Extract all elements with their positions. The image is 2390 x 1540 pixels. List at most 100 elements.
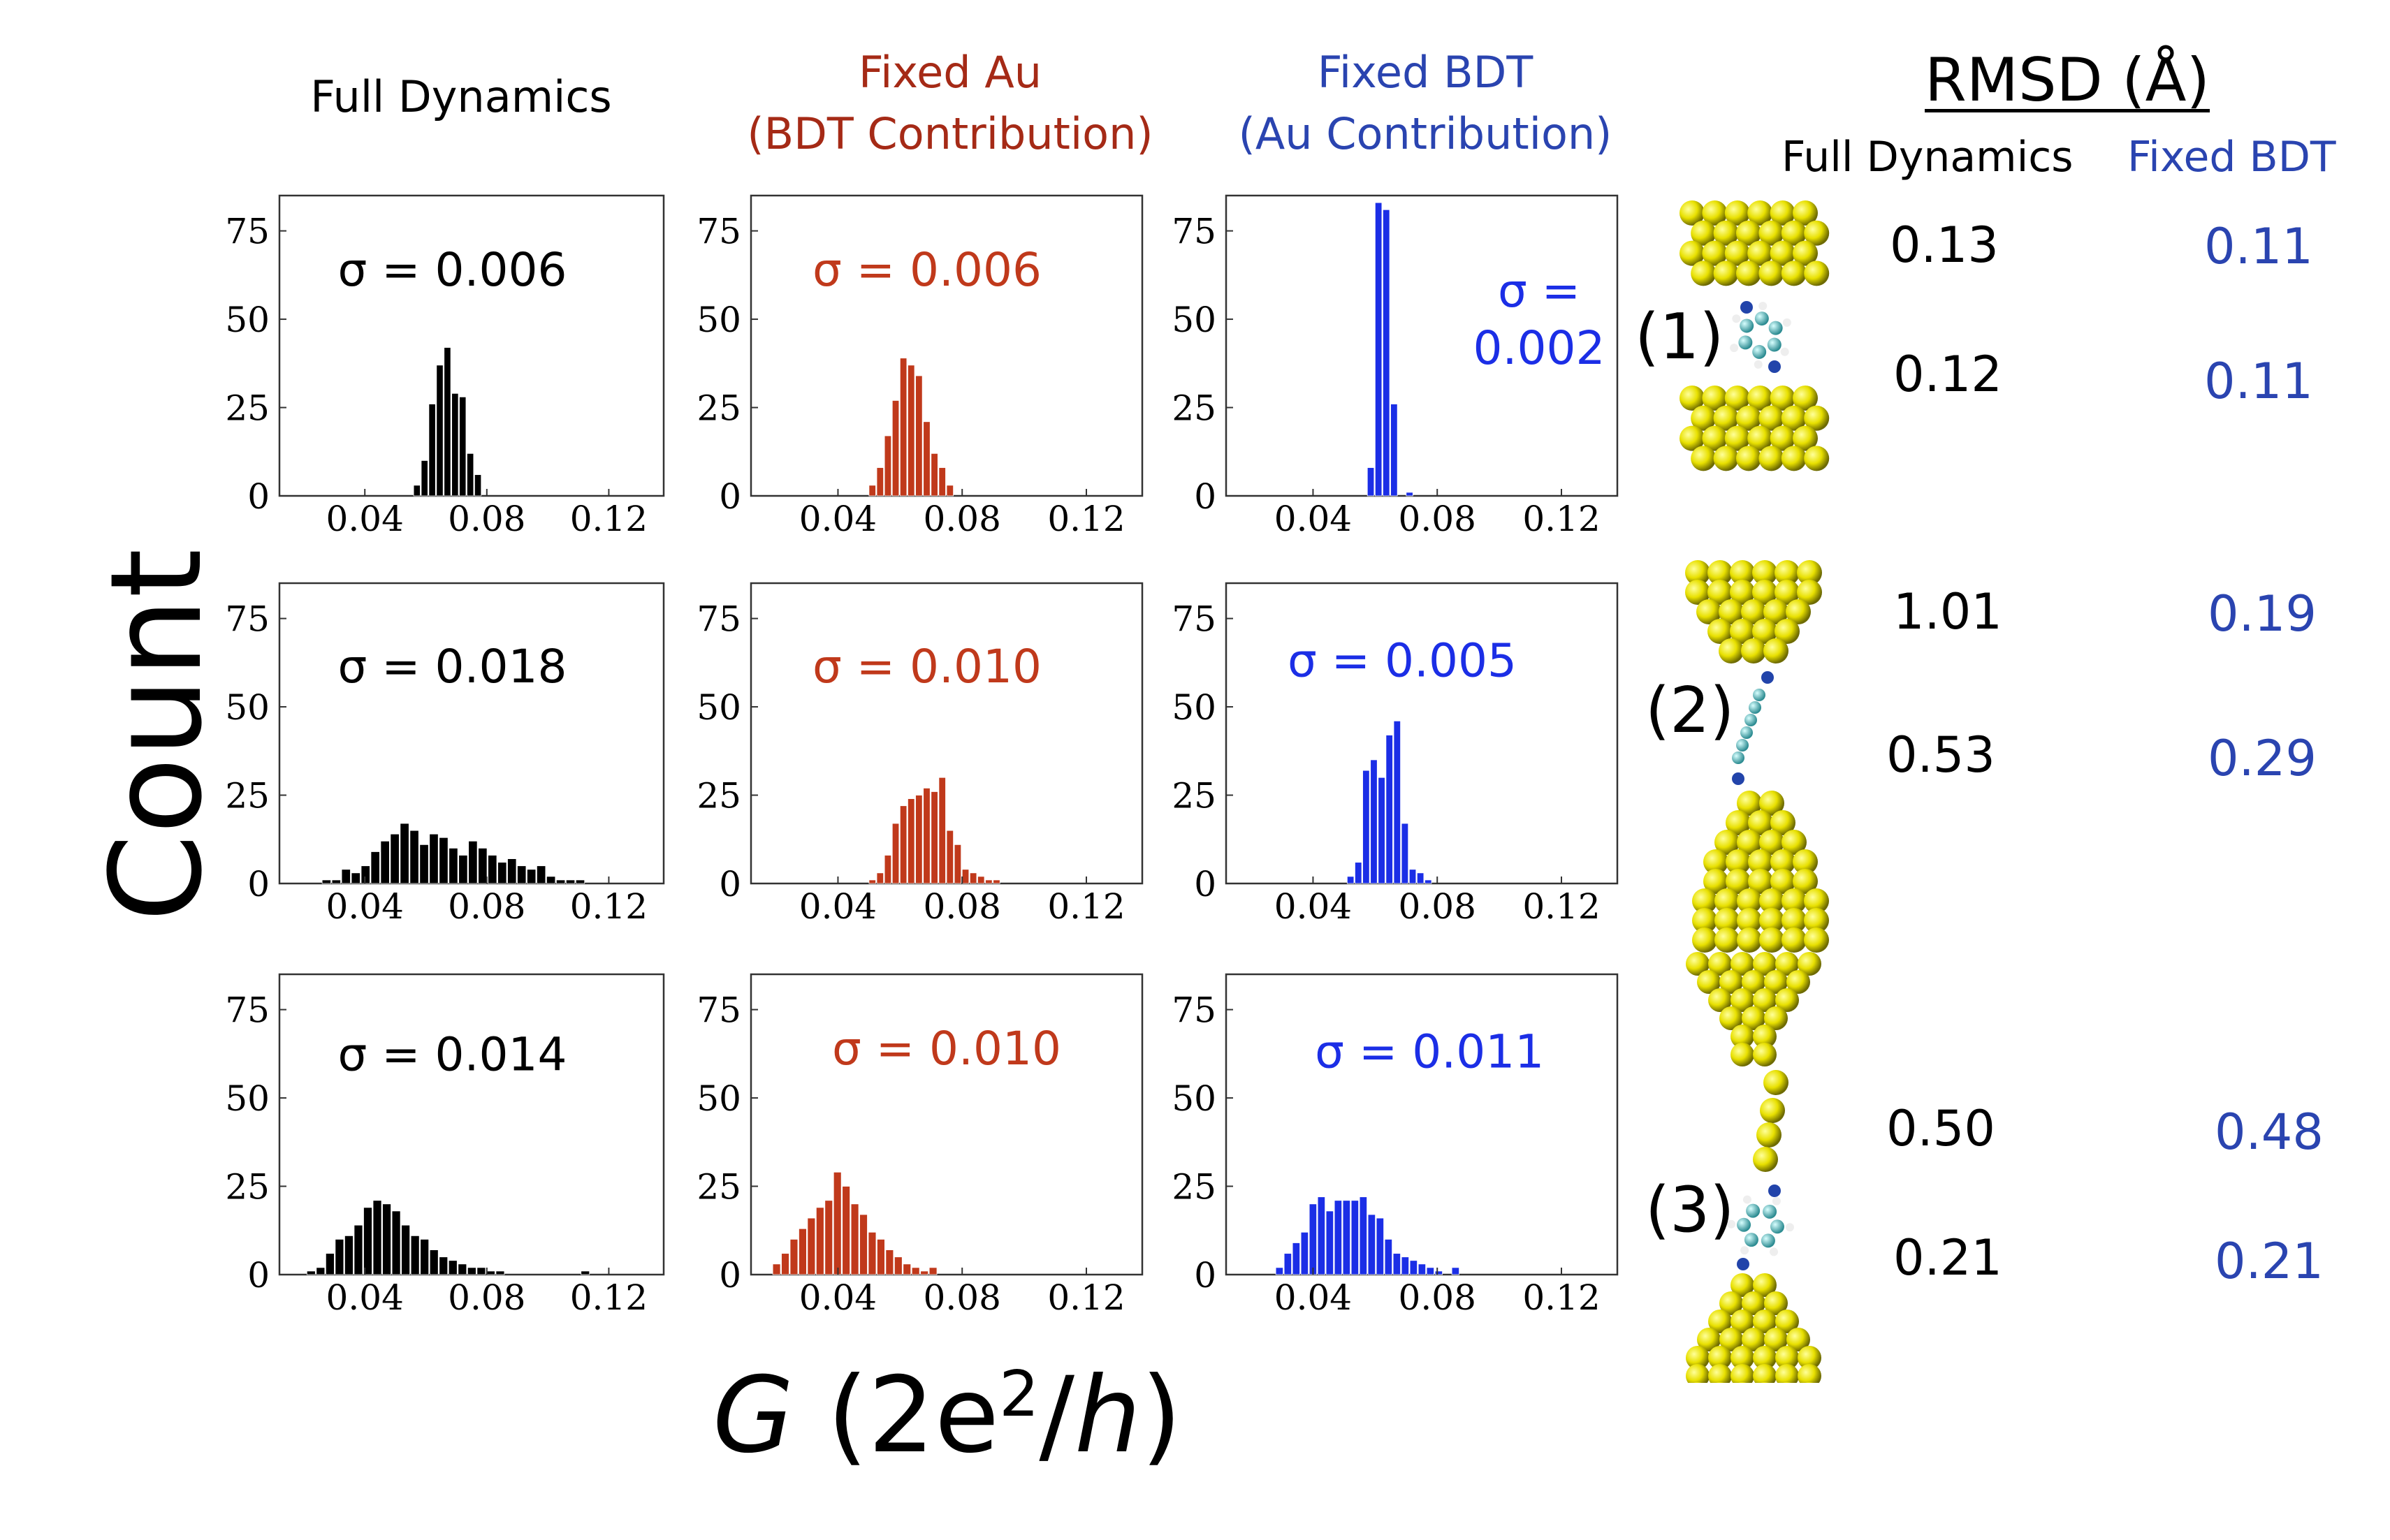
histogram-bar [928, 1267, 938, 1275]
atom [1754, 360, 1763, 369]
atom [1744, 714, 1757, 726]
histogram-bar [436, 365, 444, 497]
x-tick-label: 0.12 [570, 886, 648, 927]
atom [1767, 337, 1781, 352]
atom [1714, 927, 1740, 953]
histogram-bar [938, 777, 946, 884]
histogram-bar [1376, 1217, 1385, 1275]
atom [1752, 560, 1777, 585]
histogram-bar [467, 453, 474, 497]
atom [1744, 1233, 1758, 1247]
atom [1770, 1219, 1784, 1234]
histogram-bar [1334, 1200, 1343, 1275]
atom [1798, 1364, 1821, 1383]
atom [1752, 619, 1777, 644]
histogram-bar [429, 833, 439, 884]
atom [1726, 810, 1751, 835]
atom [1758, 446, 1784, 471]
histogram-bar [410, 1235, 420, 1275]
histogram-r2-bdt: 0 25 50 75 0.04 0.08 0.12 σ = 0.005 [1172, 582, 1619, 927]
atom [1759, 908, 1784, 933]
atom [1804, 927, 1829, 953]
atom [1730, 1273, 1754, 1297]
atom [1736, 220, 1761, 246]
y-tick-label: 25 [1172, 776, 1216, 816]
y-tick-label: 25 [1172, 388, 1216, 429]
histogram-bar [354, 1224, 363, 1275]
histogram-bar [448, 1260, 458, 1275]
x-tick-label: 0.08 [924, 886, 1001, 927]
histogram-bar [859, 1214, 868, 1275]
junction-illustrations [1679, 200, 1830, 1383]
atom [1685, 560, 1710, 585]
y-tick-label: 75 [1172, 212, 1216, 252]
histogram-bar [1317, 1196, 1326, 1275]
atom [1740, 318, 1754, 333]
histogram-bar [488, 855, 497, 884]
header-bdt-line1: Fixed BDT [1317, 47, 1533, 98]
atom [1753, 1147, 1778, 1172]
x-tick-label: 0.12 [1047, 1277, 1125, 1318]
histogram-bar [868, 879, 876, 884]
histogram-bar [1390, 404, 1398, 497]
atom [1770, 240, 1795, 266]
histogram-bar [1355, 862, 1362, 884]
histogram-bar [911, 1267, 920, 1275]
histogram-bar [458, 1263, 467, 1275]
histogram-bar [1384, 1239, 1393, 1275]
atom [1758, 220, 1784, 246]
atom [1737, 1217, 1751, 1232]
atom [1793, 425, 1818, 451]
atom [1753, 1346, 1777, 1370]
atom [1713, 446, 1739, 471]
atom [1798, 1346, 1821, 1370]
histogram-bar [537, 865, 546, 884]
atom [1758, 405, 1784, 431]
histogram-bar [467, 1267, 476, 1275]
histogram-bar [474, 474, 482, 497]
atom [1737, 791, 1762, 816]
y-tick-label: 25 [697, 1167, 741, 1208]
histogram-bar [772, 1263, 781, 1275]
header-full-dynamics: Full Dynamics [265, 66, 657, 128]
histogram-bar [451, 393, 459, 497]
atom [1770, 1247, 1779, 1256]
x-label-h: h [1074, 1355, 1142, 1476]
y-tick-label: 0 [719, 1255, 741, 1296]
atom [1707, 619, 1733, 644]
sigma-label: σ = 0.006 [813, 243, 1042, 297]
y-tick-label: 75 [697, 990, 741, 1031]
atom [1763, 1070, 1788, 1095]
atom [1786, 599, 1811, 624]
atom [1781, 446, 1807, 471]
histogram-bar [969, 872, 977, 884]
atom [1740, 726, 1753, 739]
y-tick-label: 0 [1194, 864, 1216, 904]
atom [1724, 386, 1750, 411]
sigma-label: σ = 0.006 [337, 243, 567, 297]
histogram-r3-full: 0 25 50 75 0.04 0.08 0.12 σ = 0.014 [225, 973, 665, 1318]
atom [1726, 849, 1751, 874]
atom [1730, 1364, 1754, 1383]
atom [1724, 200, 1750, 226]
x-tick-label: 0.04 [799, 886, 877, 927]
atom [1758, 302, 1768, 311]
y-tick-label: 0 [1194, 476, 1216, 517]
atom [1785, 1223, 1794, 1232]
atom [1741, 638, 1766, 663]
histogram-bar [1350, 1200, 1360, 1275]
histogram-bar [993, 879, 1000, 884]
histogram-bar [1300, 1231, 1309, 1275]
header-fixed-au: Fixed Au (BDT Contribution) [713, 42, 1188, 165]
atom [1793, 869, 1818, 894]
histogram-bar [946, 830, 954, 884]
histogram-bar [1374, 202, 1383, 497]
atom [1781, 927, 1807, 953]
atom [1730, 580, 1755, 605]
histogram-bar [459, 396, 467, 497]
atom [1752, 580, 1777, 605]
atom [1702, 386, 1728, 411]
histogram-bar [351, 872, 360, 884]
atom [1732, 772, 1744, 785]
histogram-r3-bdt: 0 25 50 75 0.04 0.08 0.12 σ = 0.011 [1172, 973, 1619, 1318]
